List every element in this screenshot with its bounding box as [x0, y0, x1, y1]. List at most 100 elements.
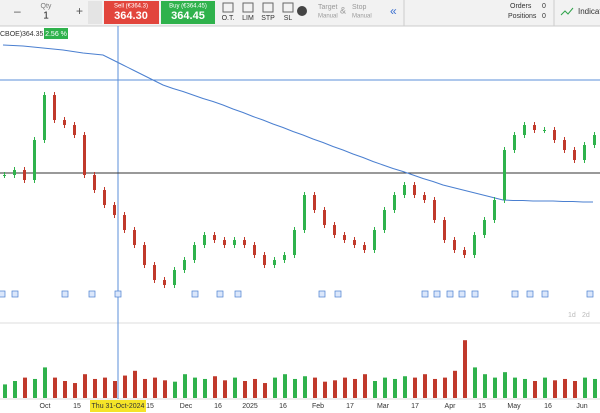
candle — [503, 150, 506, 200]
candle — [53, 95, 56, 120]
buy-button[interactable] — [161, 1, 215, 24]
volume-bar — [223, 380, 227, 398]
volume-bar — [483, 374, 487, 398]
volume-bar — [33, 378, 37, 398]
event-marker[interactable] — [334, 290, 342, 298]
candle — [393, 195, 396, 210]
event-marker[interactable] — [433, 290, 441, 298]
indicators-icon — [560, 7, 574, 16]
candle — [153, 265, 156, 280]
target-icon[interactable] — [297, 6, 307, 16]
candle — [363, 245, 366, 250]
event-marker[interactable] — [446, 290, 454, 298]
event-marker[interactable] — [61, 290, 69, 298]
event-marker[interactable] — [541, 290, 549, 298]
event-marker[interactable] — [234, 290, 242, 298]
volume-bar — [3, 384, 7, 398]
qty-plus[interactable]: + — [76, 4, 83, 18]
qty-minus[interactable]: – — [14, 4, 21, 18]
volume-bar — [123, 375, 127, 398]
volume-bar — [433, 378, 437, 398]
event-marker[interactable] — [458, 290, 466, 298]
target[interactable]: Target — [318, 4, 338, 11]
buy-price: 364.45 — [171, 10, 205, 22]
event-marker[interactable] — [471, 290, 479, 298]
volume-bar — [463, 340, 467, 398]
candle — [13, 170, 16, 175]
volume-bar — [393, 378, 397, 398]
x-tick-label: May — [507, 403, 521, 410]
event-marker[interactable] — [511, 290, 519, 298]
candle — [453, 240, 456, 250]
volume-bar — [343, 377, 347, 398]
candle — [353, 240, 356, 245]
volume-bar — [63, 381, 67, 398]
event-marker[interactable] — [0, 290, 6, 298]
volume-bar — [93, 378, 97, 398]
volume-bar — [73, 383, 77, 398]
event-marker[interactable] — [421, 290, 429, 298]
indicators[interactable]: Indicato — [578, 7, 600, 16]
range-button[interactable]: 2d — [582, 312, 590, 319]
volume-bar — [143, 378, 147, 398]
qty-label: Qty — [41, 3, 52, 10]
volume-bar — [303, 376, 307, 398]
order-type[interactable]: LIM — [242, 15, 254, 22]
candle — [313, 195, 316, 210]
positions-label: Positions — [508, 13, 537, 20]
candle — [573, 150, 576, 160]
order-type-icon[interactable] — [282, 2, 294, 13]
volume-bar — [513, 377, 517, 398]
last-price: 364.35 — [22, 31, 44, 38]
x-tick-label: Thu 31-Oct-2024 — [92, 403, 145, 410]
event-marker[interactable] — [191, 290, 199, 298]
order-type[interactable]: O.T. — [222, 15, 235, 22]
event-marker[interactable] — [88, 290, 96, 298]
candle — [443, 220, 446, 240]
event-marker[interactable] — [11, 290, 19, 298]
candle — [123, 215, 126, 230]
candle — [243, 240, 246, 245]
volume-bar — [273, 377, 277, 398]
volume-bar — [593, 378, 597, 398]
sell-button[interactable] — [104, 1, 159, 24]
candle — [93, 175, 96, 190]
candle — [283, 255, 286, 260]
qty-value[interactable]: 1 — [43, 11, 49, 22]
x-tick-label: Dec — [180, 403, 193, 410]
order-type-icon[interactable] — [242, 2, 254, 13]
amp: & — [340, 5, 346, 15]
candle — [433, 200, 436, 220]
qty-dropdown[interactable] — [88, 1, 102, 24]
volume-bar — [103, 377, 107, 398]
volume-bar — [453, 370, 457, 398]
candle — [23, 170, 26, 180]
orders-label: Orders — [510, 3, 532, 10]
order-type-icon[interactable] — [222, 2, 234, 13]
candle — [583, 145, 586, 160]
volume-bar — [153, 377, 157, 398]
stop[interactable]: Stop — [352, 4, 367, 11]
change: 2.56 % — [45, 31, 67, 38]
range-button[interactable]: 1d — [568, 312, 576, 319]
x-tick-label: Jun — [576, 403, 587, 410]
buy-label: Buy (€364.45) — [169, 4, 207, 10]
event-marker[interactable] — [216, 290, 224, 298]
volume-bar — [533, 381, 537, 398]
event-marker[interactable] — [526, 290, 534, 298]
collapse[interactable]: « — [390, 4, 397, 18]
candle — [563, 140, 566, 150]
event-marker[interactable] — [586, 290, 594, 298]
volume-bar — [203, 378, 207, 398]
order-type-icon[interactable] — [262, 2, 274, 13]
volume-bar — [333, 380, 337, 398]
candle — [143, 245, 146, 265]
x-tick-label: Oct — [40, 403, 51, 410]
order-type[interactable]: SL — [284, 15, 293, 22]
x-tick-label: Apr — [445, 403, 457, 410]
order-type[interactable]: STP — [261, 15, 275, 22]
volume-bar — [493, 377, 497, 398]
event-marker[interactable] — [318, 290, 326, 298]
event-marker[interactable] — [114, 290, 122, 298]
